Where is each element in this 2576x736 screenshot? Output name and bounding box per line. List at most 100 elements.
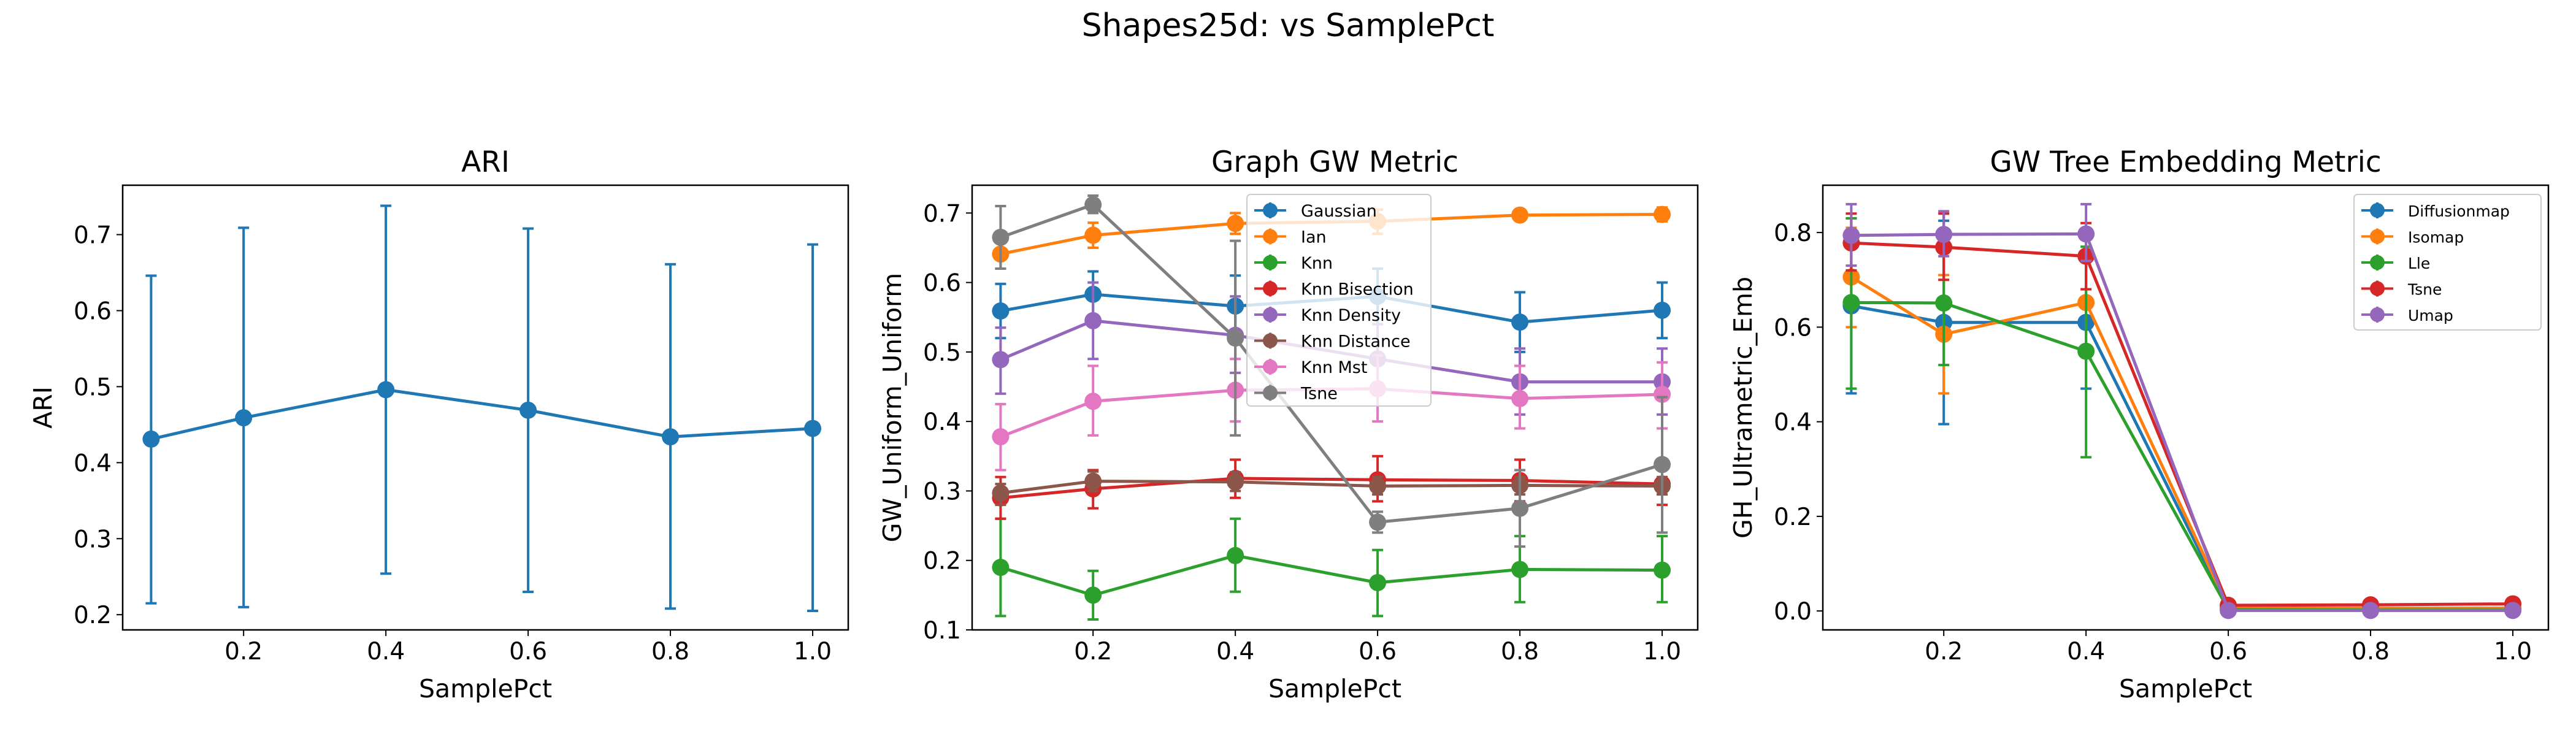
series-8 xyxy=(992,194,1671,548)
series-line xyxy=(1851,301,2513,612)
data-point xyxy=(992,484,1010,502)
x-tick-label: 0.2 xyxy=(224,638,263,665)
series-1 xyxy=(142,204,822,613)
series-line xyxy=(1851,232,2513,612)
legend-item: Knn Bisection xyxy=(1254,280,1414,299)
series-line xyxy=(1000,480,1663,495)
legend-marker xyxy=(2370,255,2385,270)
x-tick-label: 0.4 xyxy=(1216,638,1254,665)
data-point xyxy=(2362,602,2380,619)
y-tick-label: 0.8 xyxy=(1774,220,1812,247)
data-point xyxy=(1084,393,1102,410)
x-tick-label: 0.4 xyxy=(2067,638,2105,665)
chart-panel-3: GW Tree Embedding Metric 0.2 0.4 0.6 0.8 1.0 0… xyxy=(1728,145,2550,703)
data-point xyxy=(235,409,253,427)
x-tick-label: 0.8 xyxy=(1501,638,1539,665)
legend-label: Lle xyxy=(2408,255,2430,272)
panel-title: ARI xyxy=(461,145,510,179)
data-point xyxy=(1654,456,1671,473)
legend-box xyxy=(2353,194,2542,331)
legend-item: Diffusionmap xyxy=(2361,202,2510,220)
y-tick-label: 0.4 xyxy=(923,408,961,436)
x-axis-label: SamplePct xyxy=(1268,674,1401,703)
legend-item: Isomap xyxy=(2361,228,2464,247)
data-point xyxy=(2077,225,2095,243)
y-tick-label: 0.1 xyxy=(923,617,961,645)
x-tick-label: 1.0 xyxy=(2494,638,2532,665)
legend-item: Tsne xyxy=(1254,385,1338,404)
legend-marker xyxy=(2370,281,2385,296)
data-point xyxy=(2077,342,2095,360)
data-point xyxy=(1084,472,1102,490)
legend-marker xyxy=(2370,229,2385,244)
legend-marker xyxy=(1263,333,1278,348)
legend-marker xyxy=(1263,359,1278,374)
legend-marker xyxy=(1263,307,1278,322)
series-5 xyxy=(1842,202,2522,619)
chart-panel-1: ARI 0.2 0.4 0.6 0.8 1.0 0.2 0.3 0.4 0.5 0.6 0.7 Samp… xyxy=(28,145,849,703)
data-point xyxy=(1511,561,1529,578)
x-axis-label: SamplePct xyxy=(419,674,552,703)
legend-label: Knn xyxy=(1301,254,1333,273)
data-point xyxy=(992,302,1010,320)
legend-label: Knn Mst xyxy=(1301,358,1367,377)
data-point xyxy=(1227,215,1244,232)
legend-label: Knn Density xyxy=(1301,306,1401,325)
x-tick-label: 0.6 xyxy=(2209,638,2247,665)
y-tick-label: 0.2 xyxy=(74,602,112,629)
legend-item: Ian xyxy=(1254,228,1327,247)
y-tick-label: 0.3 xyxy=(74,526,112,553)
y-tick-label: 0.4 xyxy=(1774,409,1812,437)
data-point xyxy=(2504,602,2522,619)
data-point xyxy=(1084,586,1102,604)
legend-label: Ian xyxy=(1301,228,1327,247)
series-line xyxy=(1000,203,1663,524)
data-point xyxy=(1654,561,1671,579)
x-tick-label: 0.2 xyxy=(1925,638,1963,665)
panel-title: Graph GW Metric xyxy=(1211,145,1459,179)
series-line xyxy=(150,388,813,441)
data-point xyxy=(1369,477,1387,495)
legend-label: Knn Bisection xyxy=(1301,280,1414,299)
data-point xyxy=(992,559,1010,577)
y-tick-label: 0.5 xyxy=(74,374,112,401)
x-tick-label: 0.6 xyxy=(509,638,547,665)
legend-item: Umap xyxy=(2361,307,2453,324)
data-point xyxy=(1511,499,1529,517)
legend-item: Tsne xyxy=(2361,280,2442,299)
legend-label: Tsne xyxy=(2407,281,2442,299)
legend-marker xyxy=(1263,255,1278,270)
y-tick-label: 0.5 xyxy=(923,339,961,367)
figure-title: Shapes25d: vs SamplePct xyxy=(1082,7,1495,44)
legend-label: Diffusionmap xyxy=(2408,202,2510,220)
x-tick-label: 0.8 xyxy=(2352,638,2390,665)
data-point xyxy=(1227,546,1244,564)
data-point xyxy=(377,381,395,399)
data-point xyxy=(1084,196,1102,213)
data-point xyxy=(1084,312,1102,329)
data-point xyxy=(1369,573,1387,591)
series-line xyxy=(1851,241,2513,607)
y-tick-label: 0.6 xyxy=(74,297,112,325)
series-line xyxy=(1850,304,2513,611)
data-point xyxy=(519,401,537,419)
data-point xyxy=(1935,294,1953,312)
legend-item: Knn xyxy=(1254,254,1333,273)
x-tick-label: 0.6 xyxy=(1359,638,1397,665)
data-point xyxy=(1654,301,1671,319)
legend-marker xyxy=(1263,385,1278,401)
series-line xyxy=(1850,275,2513,610)
data-point xyxy=(1511,206,1529,224)
y-tick-label: 0.7 xyxy=(923,200,961,228)
y-tick-label: 0.7 xyxy=(74,222,112,250)
y-tick-label: 0.6 xyxy=(923,270,961,297)
legend-label: Tsne xyxy=(1300,385,1338,404)
y-tick-label: 0.6 xyxy=(1774,314,1812,342)
legend-label: Knn Distance xyxy=(1301,332,1411,351)
data-point xyxy=(1935,226,1953,243)
data-point xyxy=(1369,513,1387,531)
y-tick-label: 0.2 xyxy=(923,548,961,575)
data-point xyxy=(1084,226,1102,244)
data-point xyxy=(1227,473,1244,491)
